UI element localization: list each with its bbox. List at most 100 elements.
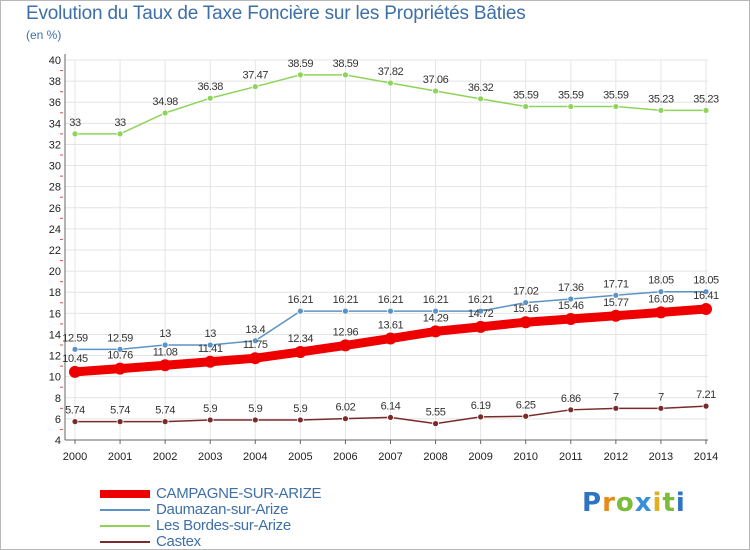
data-point-les-bordes-sur-arize: [612, 103, 620, 110]
data-point-daumazan-sur-arize: [702, 288, 710, 296]
data-label-daumazan-sur-arize: 16.21: [468, 294, 494, 306]
data-point-campagne-sur-arize: [339, 339, 352, 352]
data-point-campagne-sur-arize: [564, 313, 577, 326]
x-tick-label: 2007: [378, 451, 402, 463]
x-tick-label: 2012: [604, 451, 628, 463]
data-point-les-bordes-sur-arize: [71, 130, 79, 138]
chart-title: Evolution du Taux de Taxe Foncière sur l…: [26, 3, 526, 24]
data-point-castex: [161, 418, 169, 426]
data-label-castex: 5.74: [155, 405, 175, 417]
data-label-castex: 7: [613, 391, 619, 403]
data-point-les-bordes-sur-arize: [567, 103, 575, 110]
logo-letter: t: [662, 488, 676, 518]
data-point-les-bordes-sur-arize: [432, 87, 439, 95]
data-point-castex: [567, 406, 575, 414]
data-label-les-bordes-sur-arize: 38.59: [288, 58, 314, 70]
data-point-daumazan-sur-arize: [432, 307, 439, 315]
data-point-daumazan-sur-arize: [206, 341, 214, 349]
data-point-les-bordes-sur-arize: [116, 130, 124, 138]
data-point-daumazan-sur-arize: [342, 307, 349, 315]
legend-swatch-campagne: [100, 490, 150, 498]
logo-letter: P: [582, 488, 603, 518]
data-label-les-bordes-sur-arize: 33: [114, 117, 126, 129]
data-label-les-bordes-sur-arize: 34.98: [152, 96, 178, 108]
data-label-daumazan-sur-arize: 13.4: [245, 324, 265, 336]
data-label-campagne-sur-arize: 15.77: [603, 297, 629, 309]
data-label-daumazan-sur-arize: 16.21: [288, 294, 314, 306]
logo-letter: o: [615, 488, 635, 518]
data-label-les-bordes-sur-arize: 36.32: [468, 82, 494, 94]
data-label-campagne-sur-arize: 12.34: [288, 333, 314, 345]
data-label-campagne-sur-arize: 15.16: [513, 303, 539, 315]
data-point-campagne-sur-arize: [249, 352, 262, 365]
data-point-campagne-sur-arize: [519, 316, 532, 329]
data-label-daumazan-sur-arize: 18.05: [693, 275, 719, 287]
data-label-campagne-sur-arize: 10.45: [62, 353, 88, 365]
data-label-les-bordes-sur-arize: 35.59: [558, 90, 584, 102]
data-label-daumazan-sur-arize: 16.21: [333, 294, 359, 306]
data-point-les-bordes-sur-arize: [251, 83, 259, 91]
x-tick-label: 2006: [333, 451, 357, 463]
data-label-les-bordes-sur-arize: 37.47: [243, 70, 269, 82]
y-tick-label: 14: [49, 329, 61, 341]
data-point-castex: [116, 418, 124, 426]
series-lines: [69, 71, 712, 428]
y-tick-label: 34: [49, 118, 61, 130]
data-point-castex: [387, 414, 394, 421]
data-point-les-bordes-sur-arize: [387, 79, 394, 87]
data-point-daumazan-sur-arize: [477, 307, 485, 315]
x-tick-label: 2013: [649, 451, 673, 463]
data-label-castex: 5.55: [426, 407, 446, 419]
data-point-les-bordes-sur-arize: [702, 106, 710, 114]
data-label-campagne-sur-arize: 16.41: [693, 290, 719, 302]
y-tick-label: 8: [55, 393, 61, 405]
data-label-daumazan-sur-arize: 12.59: [107, 332, 133, 344]
legend-label-campagne: CAMPAGNE-SUR-ARIZE: [156, 485, 322, 502]
data-point-daumazan-sur-arize: [116, 345, 124, 353]
data-label-castex: 5.9: [203, 403, 217, 415]
data-point-campagne-sur-arize: [159, 359, 172, 372]
data-label-les-bordes-sur-arize: 33: [69, 117, 81, 129]
data-point-castex: [657, 404, 665, 412]
grid-lines: [65, 59, 708, 441]
data-point-les-bordes-sur-arize: [522, 103, 530, 110]
data-point-campagne-sur-arize: [609, 309, 622, 322]
logo-letter: i: [652, 488, 663, 518]
data-label-castex: 6.25: [516, 399, 536, 411]
data-label-daumazan-sur-arize: 13: [204, 328, 216, 340]
data-label-campagne-sur-arize: 16.09: [648, 293, 674, 305]
data-label-campagne-sur-arize: 11.41: [198, 343, 223, 355]
x-tick-label: 2011: [559, 451, 583, 463]
data-label-campagne-sur-arize: 13.61: [378, 320, 404, 332]
data-point-daumazan-sur-arize: [296, 307, 304, 315]
data-point-campagne-sur-arize: [474, 320, 487, 333]
data-point-castex: [612, 404, 620, 412]
x-tick-label: 2009: [468, 451, 492, 463]
data-point-les-bordes-sur-arize: [657, 106, 665, 114]
data-label-les-bordes-sur-arize: 36.38: [197, 81, 223, 93]
data-label-castex: 5.9: [293, 403, 307, 415]
data-point-daumazan-sur-arize: [71, 345, 79, 353]
data-point-campagne-sur-arize: [654, 306, 667, 319]
data-point-les-bordes-sur-arize: [477, 95, 485, 103]
y-tick-label: 36: [49, 97, 61, 109]
data-label-daumazan-sur-arize: 17.02: [513, 286, 539, 298]
y-tick-label: 16: [49, 308, 61, 320]
legend-swatch-daumazan: [100, 509, 150, 511]
data-label-les-bordes-sur-arize: 35.23: [693, 93, 719, 105]
data-point-castex: [342, 415, 349, 423]
legend-label-castex: Castex: [156, 533, 201, 550]
x-tick-label: 2004: [243, 451, 267, 463]
data-label-campagne-sur-arize: 11.75: [243, 339, 268, 351]
data-label-daumazan-sur-arize: 16.21: [378, 294, 404, 306]
data-point-les-bordes-sur-arize: [342, 71, 349, 79]
x-tick-label: 2002: [153, 451, 177, 463]
data-point-castex: [432, 420, 439, 428]
data-label-daumazan-sur-arize: 18.05: [648, 275, 674, 287]
data-label-daumazan-sur-arize: 17.36: [558, 282, 584, 294]
y-tick-label: 26: [49, 203, 61, 215]
data-label-campagne-sur-arize: 10.76: [107, 350, 133, 362]
data-label-castex: 5.74: [110, 405, 130, 417]
data-label-les-bordes-sur-arize: 37.06: [423, 74, 449, 86]
